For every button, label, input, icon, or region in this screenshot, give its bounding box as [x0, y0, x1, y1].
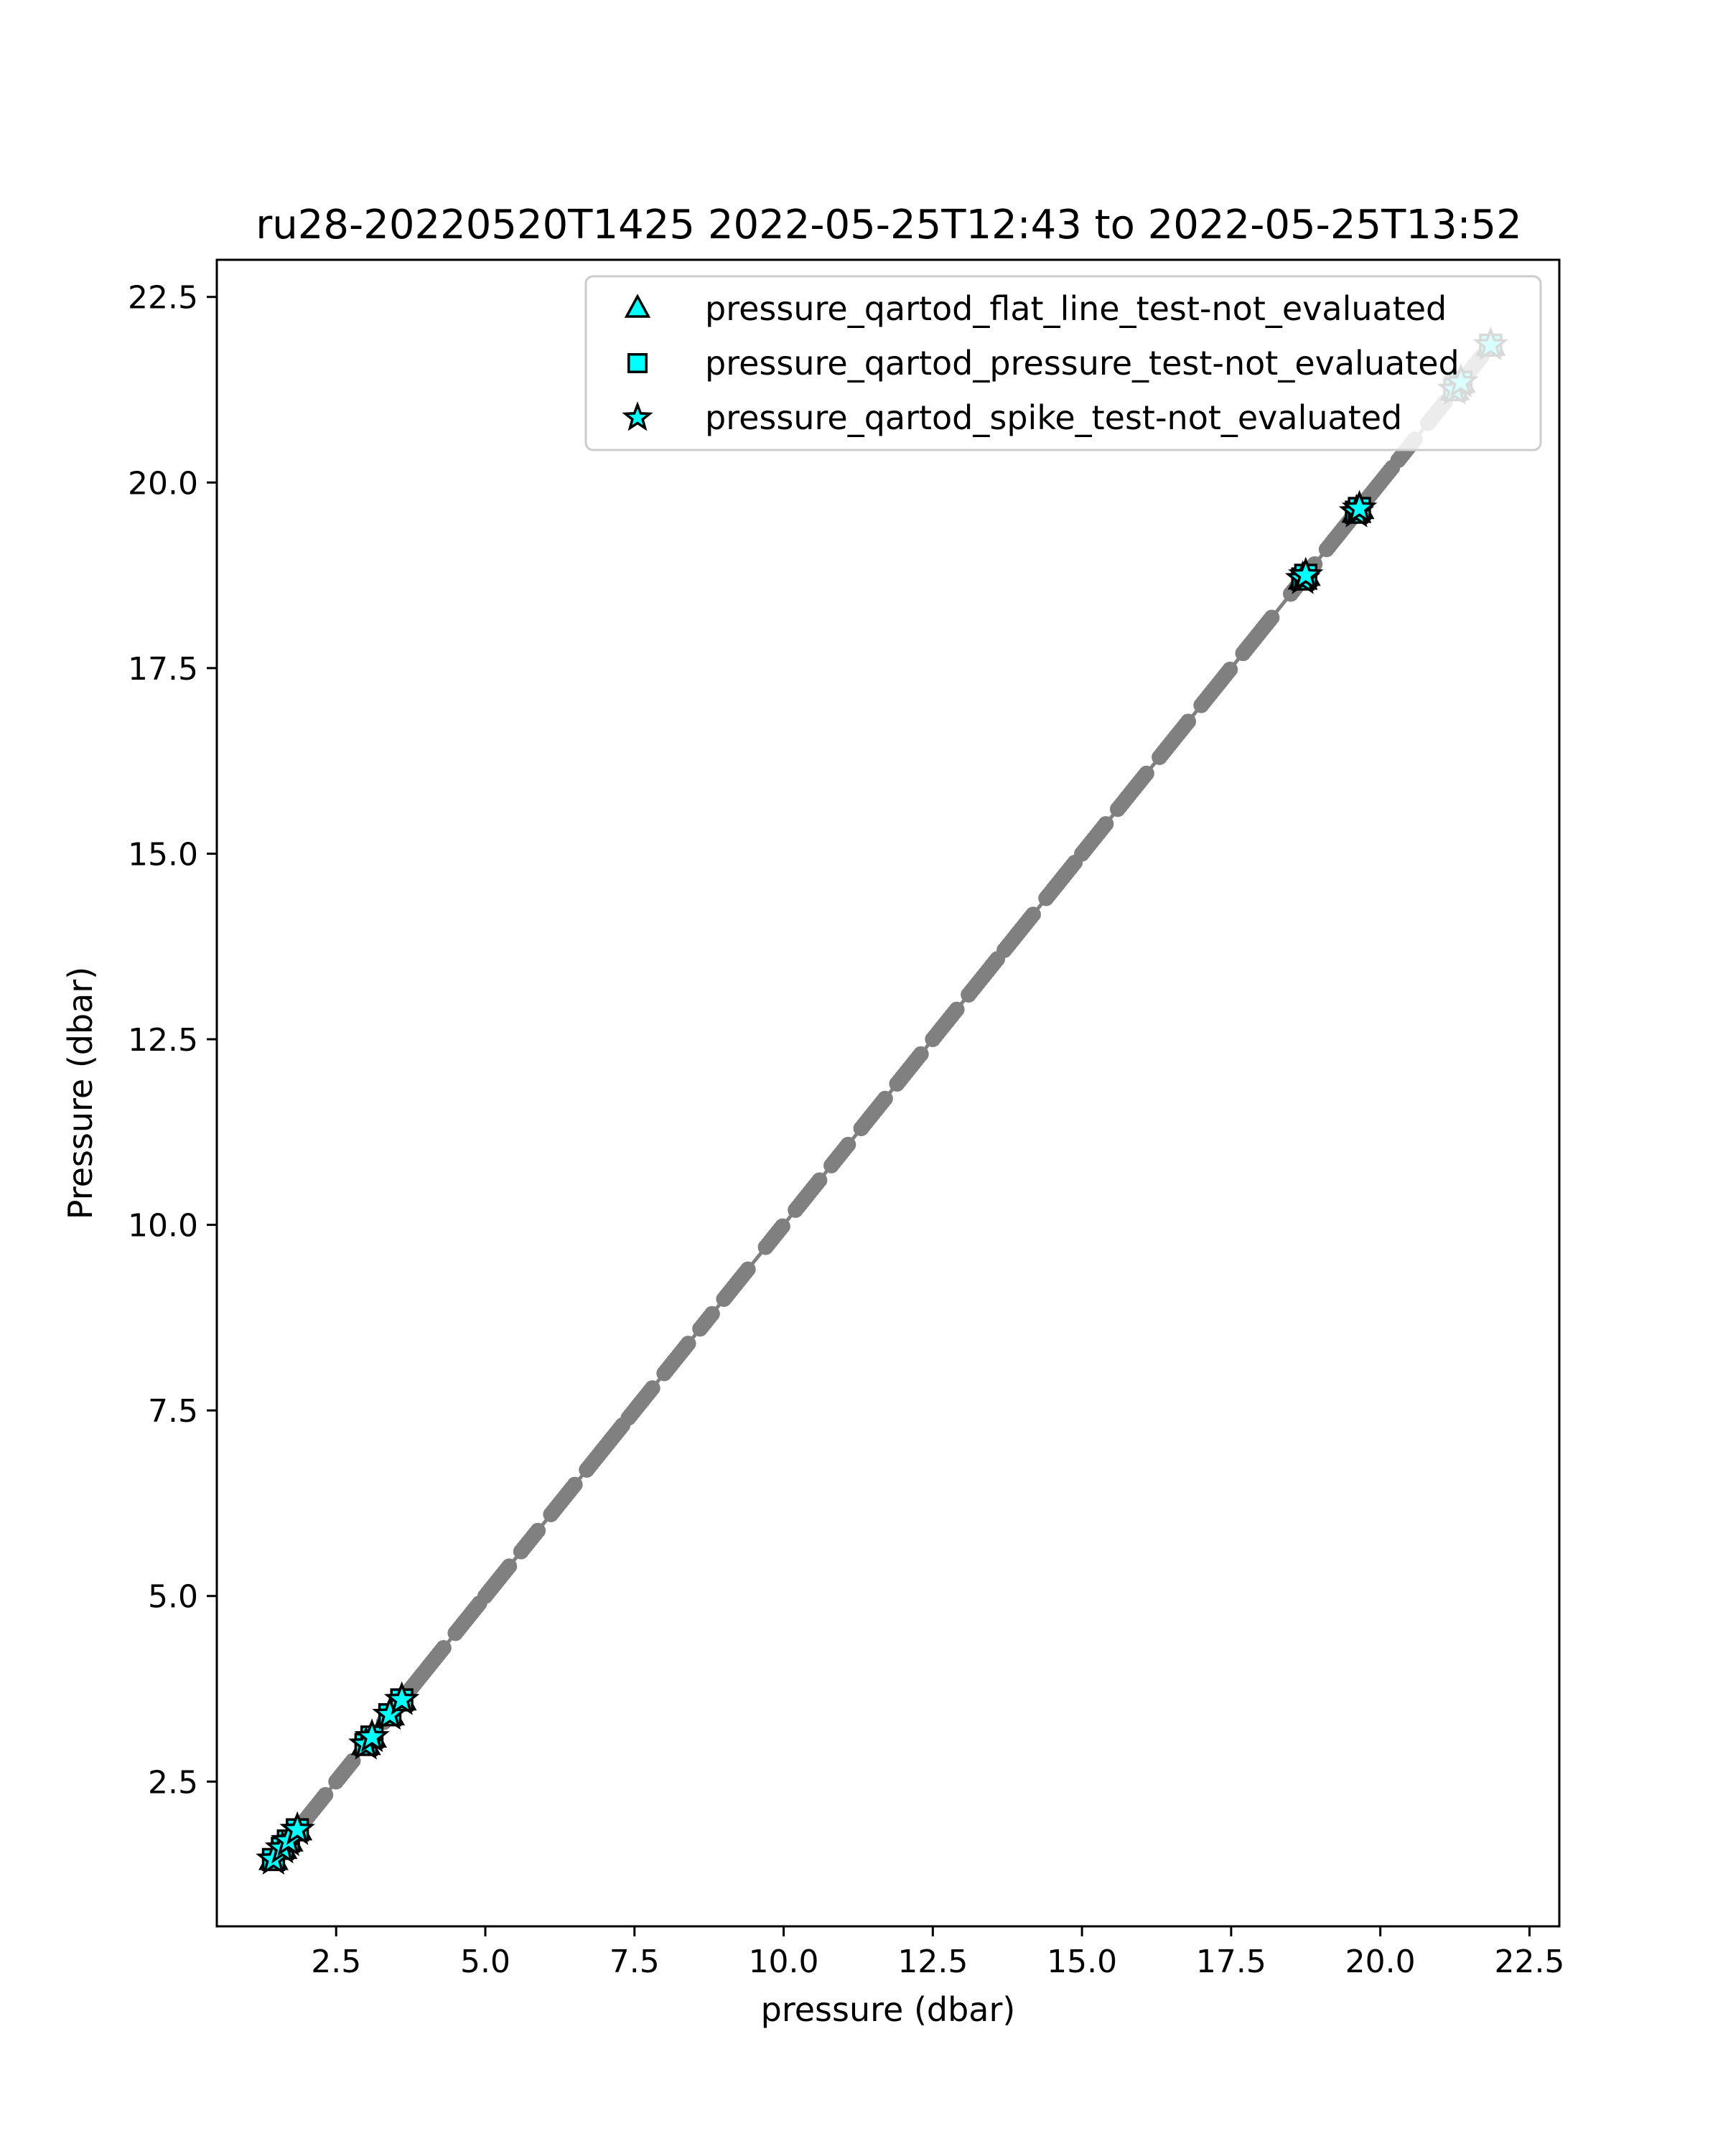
x-tick-label: 17.5: [1196, 1944, 1266, 1980]
legend-square-icon: [627, 353, 648, 373]
sample-point: [1024, 906, 1041, 923]
star-marker: [279, 1811, 315, 1845]
star-marker: [383, 1681, 420, 1715]
sample-point: [1264, 609, 1280, 626]
x-axis-label: pressure (dbar): [761, 1990, 1016, 2029]
sample-point: [566, 1476, 583, 1493]
legend-entries: pressure_qartod_flat_line_test-not_evalu…: [622, 289, 1460, 437]
chart-title: ru28-20220520T1425 2022-05-25T12:43 to 2…: [256, 202, 1521, 248]
sample-point: [644, 1380, 660, 1397]
sample-point: [1222, 661, 1238, 678]
x-tick-label: 5.0: [460, 1944, 510, 1980]
x-tick-label: 10.0: [749, 1944, 819, 1980]
y-tick-label: 17.5: [128, 651, 198, 688]
sample-point: [948, 1001, 965, 1018]
sample-point: [840, 1136, 856, 1153]
y-tick-label: 22.5: [128, 280, 198, 317]
star-marker: [354, 1718, 390, 1753]
plot-area: [256, 326, 1509, 1875]
y-tick-label: 20.0: [128, 465, 198, 502]
sample-point: [912, 1046, 929, 1062]
star-marker: [1341, 489, 1378, 524]
legend-label: pressure_qartod_pressure_test-not_evalua…: [705, 344, 1460, 383]
sample-point: [530, 1522, 546, 1539]
sample-point: [739, 1261, 756, 1278]
star-marker: [1288, 556, 1324, 591]
sample-point: [1098, 816, 1114, 833]
legend-triangle-icon: [624, 294, 651, 318]
legend-label: pressure_qartod_flat_line_test-not_evalu…: [705, 289, 1447, 328]
sample-point: [501, 1558, 518, 1575]
legend-star-icon: [622, 401, 653, 431]
x-tick-label: 20.0: [1345, 1944, 1416, 1980]
legend-frame: [584, 275, 1542, 451]
sample-point: [774, 1218, 790, 1234]
y-tick-label: 12.5: [128, 1022, 198, 1059]
y-axis: 2.5 5.0 7.5 10.0 12.5 15.0 17.5 20.0 22.5: [128, 280, 217, 1801]
y-axis-label: Pressure (dbar): [61, 967, 100, 1219]
x-tick-label: 15.0: [1047, 1944, 1117, 1980]
star-marker: [372, 1696, 408, 1730]
x-tick-label: 22.5: [1494, 1944, 1564, 1980]
sample-point: [811, 1172, 828, 1189]
sample-point: [680, 1336, 696, 1352]
y-tick-label: 7.5: [148, 1393, 198, 1430]
x-tick-label: 12.5: [897, 1944, 968, 1980]
y-tick-label: 10.0: [128, 1208, 198, 1245]
sample-point: [1138, 765, 1154, 782]
y-tick-label: 5.0: [148, 1579, 198, 1616]
legend-label: pressure_qartod_spike_test-not_evaluated: [705, 398, 1402, 437]
x-tick-label: 7.5: [610, 1944, 660, 1980]
sample-point: [435, 1640, 452, 1656]
sample-point: [317, 1786, 334, 1803]
sample-point: [877, 1090, 893, 1107]
axes-frame: [215, 258, 1561, 1928]
sample-point: [704, 1306, 720, 1322]
x-axis: 2.5 5.0 7.5 10.0 12.5 15.0 17.5 20.0 22.5: [311, 1926, 1564, 1980]
sample-point: [1180, 713, 1197, 730]
x-tick-label: 2.5: [311, 1944, 361, 1980]
legend: pressure_qartod_flat_line_test-not_evalu…: [584, 275, 1542, 451]
y-tick-label: 2.5: [148, 1764, 198, 1801]
y-tick-label: 15.0: [128, 836, 198, 873]
